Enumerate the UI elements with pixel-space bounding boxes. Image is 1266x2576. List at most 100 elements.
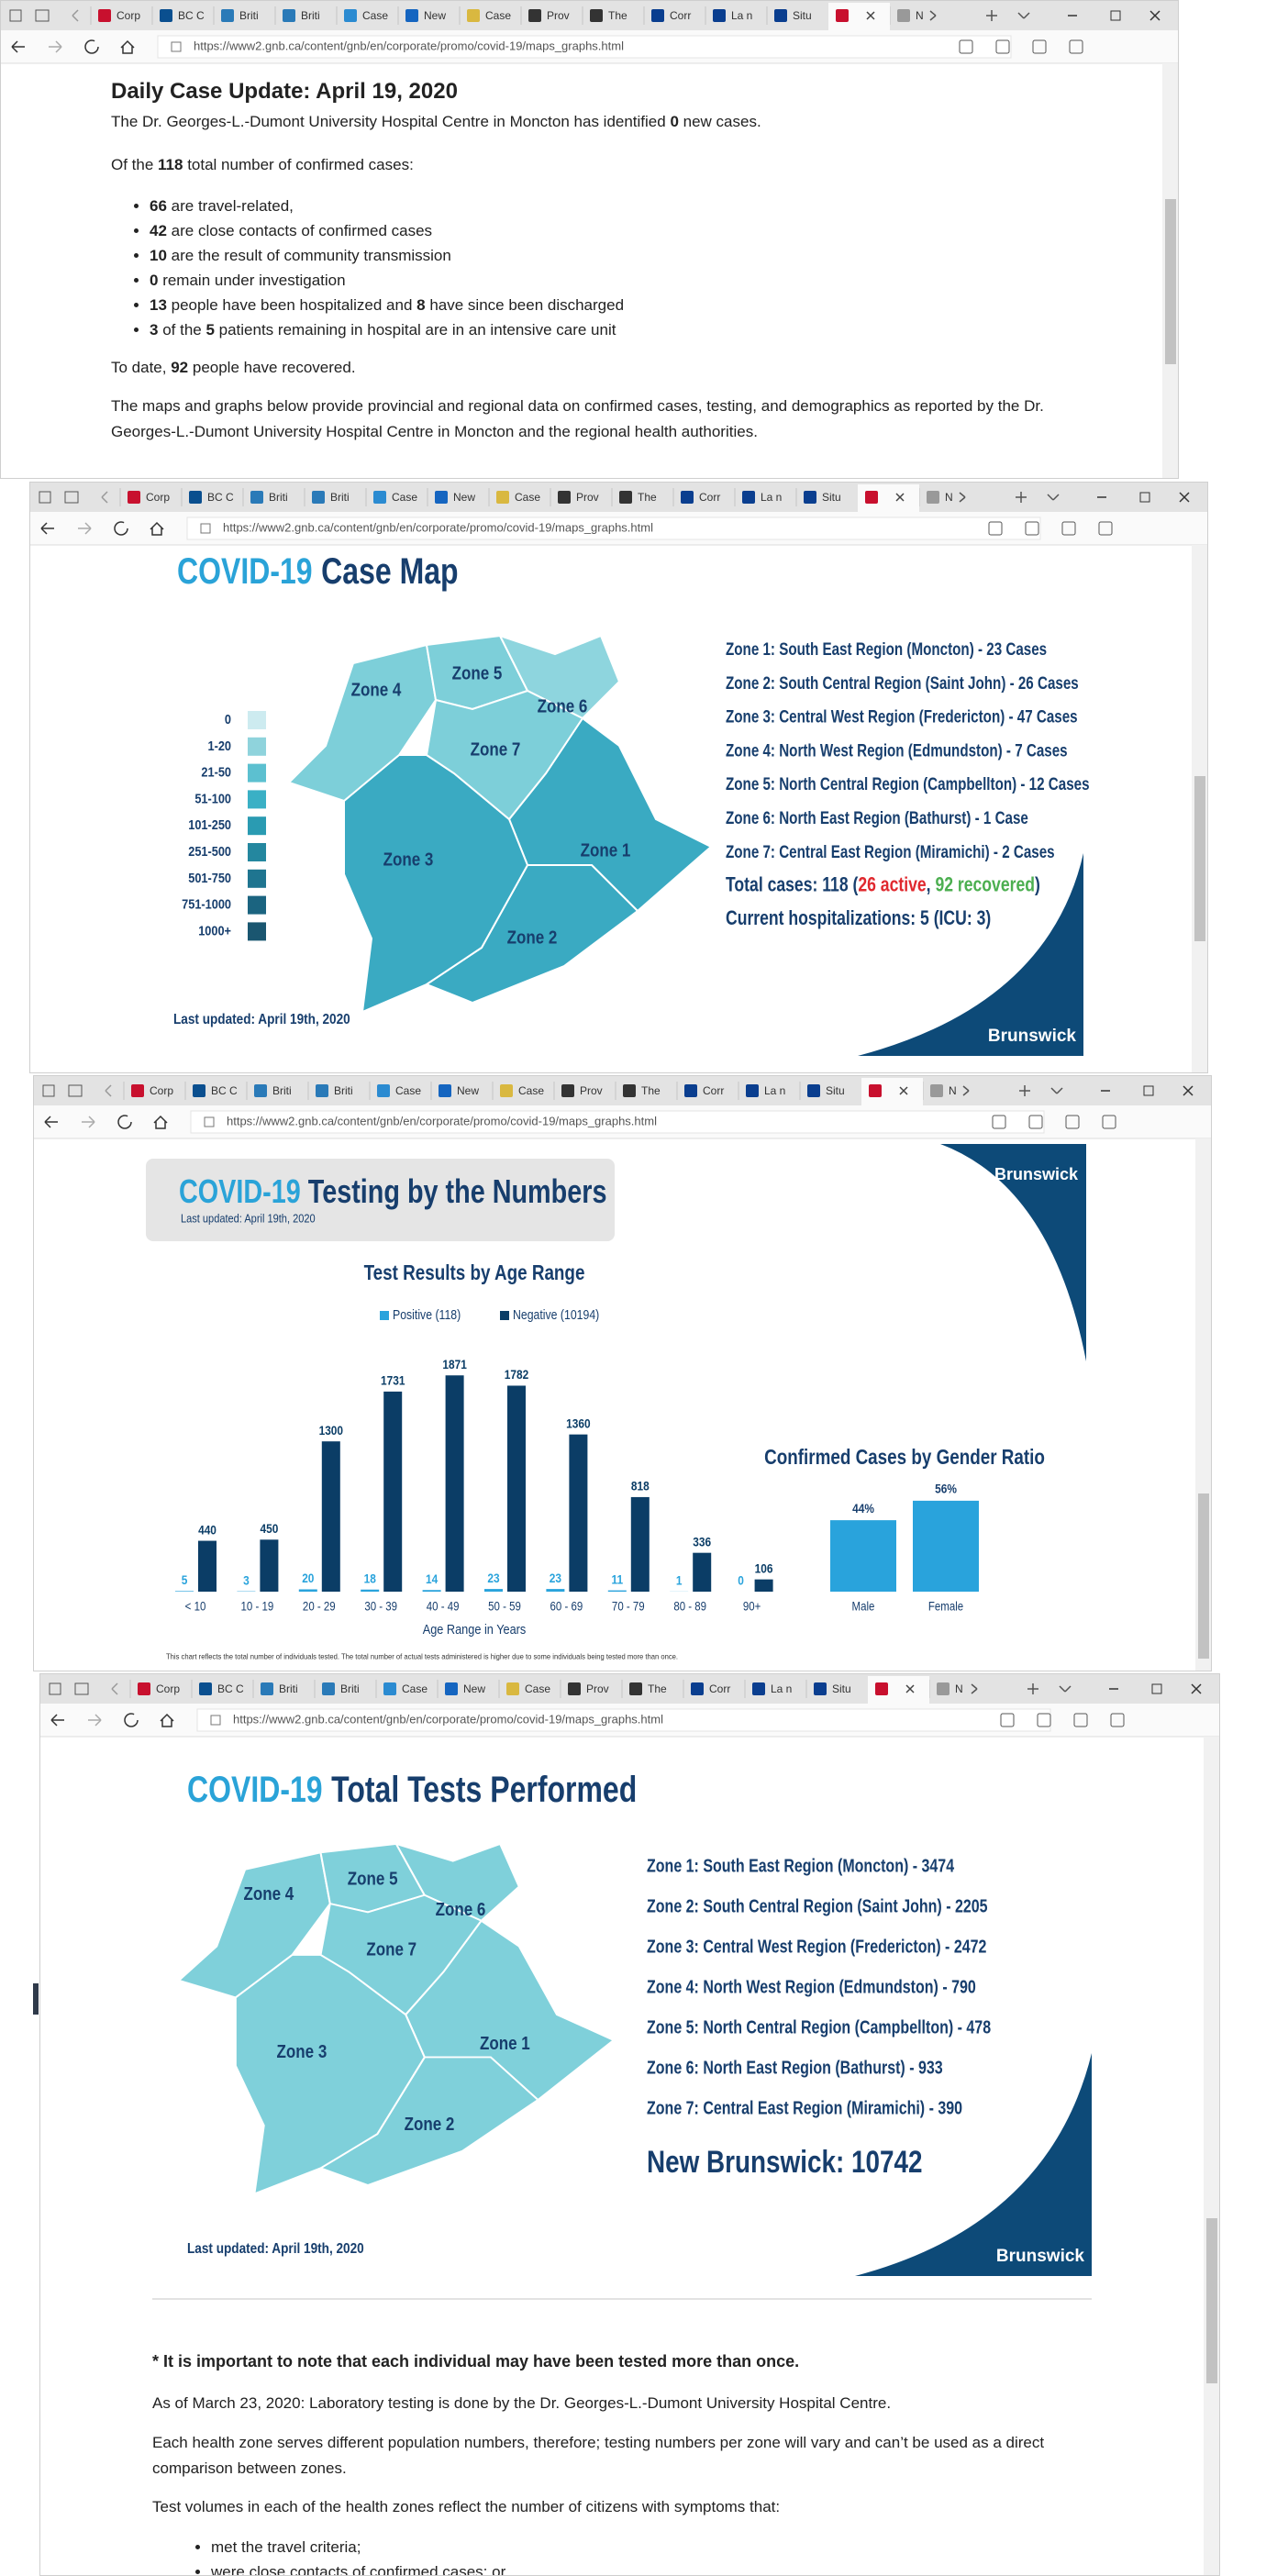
bar — [422, 1590, 441, 1592]
tab-favicon — [439, 1084, 451, 1097]
x-axis-title: Age Range in Years — [423, 1621, 527, 1637]
browser-window: Corp BC C Briti Briti Case New Case Prov The Corr… — [29, 482, 1208, 1073]
text-run: 66 — [150, 197, 167, 215]
icon-stroke — [105, 1084, 112, 1092]
paragraph: As of March 23, 2020: Laboratory testing… — [152, 2394, 892, 2412]
browser-tab[interactable]: Case — [375, 1680, 428, 1698]
browser-tab[interactable]: Corr — [672, 488, 720, 506]
zone-label: Zone 6 — [436, 1899, 486, 1920]
browser-tab[interactable]: Corp — [129, 1680, 180, 1698]
text-run: 8 — [416, 296, 426, 314]
tab-favicon — [927, 491, 939, 504]
browser-tab[interactable]: Situ — [799, 1082, 845, 1100]
zone-label: Zone 5 — [348, 1868, 398, 1889]
bar-value: 23 — [550, 1571, 561, 1585]
toolbar-icon — [988, 521, 1003, 536]
toolbar-icon — [1032, 39, 1047, 54]
tab-title: New — [463, 1682, 485, 1695]
hospitalizations: Current hospitalizations: 5 (ICU: 3) — [726, 907, 991, 929]
browser-tab[interactable]: Corp — [123, 1082, 173, 1100]
browser-tab[interactable]: New — [430, 1082, 479, 1100]
browser-tab[interactable]: La n — [738, 1082, 785, 1100]
browser-tab[interactable]: Briti — [304, 488, 350, 506]
browser-window: Corp BC C Briti Briti Case New Case Prov The Corr… — [0, 0, 1179, 479]
zone-summary: Zone 3: Central West Region (Fredericton… — [726, 706, 1078, 727]
browser-tab[interactable]: Corp — [90, 6, 140, 25]
browser-tab[interactable]: Corr — [643, 6, 691, 25]
browser-tab[interactable]: La n — [705, 6, 752, 25]
browser-tab[interactable]: The — [582, 6, 627, 25]
tab-bar — [30, 483, 1207, 512]
bar-value: 450 — [260, 1521, 278, 1536]
browser-tab[interactable]: Situ — [805, 1680, 851, 1698]
active-tab-favicon — [875, 1682, 888, 1695]
browser-tab[interactable]: The — [611, 488, 657, 506]
bar — [383, 1391, 403, 1592]
browser-tab[interactable]: Prov — [520, 6, 570, 25]
toolbar-icon — [1025, 521, 1039, 536]
text-run: patients remaining in hospital are in an… — [214, 321, 616, 339]
tab-title: La n — [764, 1084, 785, 1097]
browser-tab[interactable]: Briti — [307, 1082, 353, 1100]
icon-stroke — [94, 1719, 102, 1727]
browser-tab[interactable]: La n — [744, 1680, 792, 1698]
browser-tab[interactable]: Case — [459, 6, 511, 25]
lock-icon — [200, 523, 211, 534]
browser-tab[interactable]: Corp — [119, 488, 170, 506]
tab-title: N — [949, 1084, 957, 1097]
legend-swatch — [500, 1311, 509, 1320]
browser-tab[interactable]: Case — [488, 488, 540, 506]
tab-title: La n — [761, 491, 782, 504]
browser-tab[interactable]: New — [427, 488, 475, 506]
text-run: Testing by the Numbers — [308, 1171, 607, 1209]
browser-tab[interactable]: New — [437, 1680, 485, 1698]
browser-tab[interactable]: La n — [734, 488, 782, 506]
zone-summary: Zone 1: South East Region (Moncton) - 23… — [726, 638, 1047, 659]
icon-stroke — [88, 1121, 95, 1128]
window-canvas: Corp BC C Briti Briti Case New Case Prov The Corr… — [1, 1, 1178, 478]
maximize-icon — [1139, 492, 1150, 503]
tab-title: BC C — [207, 491, 234, 504]
browser-tab[interactable]: Briti — [213, 6, 259, 25]
browser-tab[interactable]: BC C — [191, 1680, 244, 1698]
browser-tab[interactable]: Prov — [550, 488, 599, 506]
icon-stroke — [929, 15, 937, 21]
browser-tab[interactable]: Prov — [553, 1082, 603, 1100]
browser-tab[interactable]: Briti — [274, 6, 320, 25]
tab-title: Briti — [239, 9, 259, 22]
tab-favicon — [467, 9, 480, 22]
text-run: 92 recovered — [935, 874, 1035, 896]
browser-tab[interactable]: Case — [492, 1082, 544, 1100]
icon-stroke — [55, 40, 62, 48]
browser-tab[interactable]: BC C — [181, 488, 234, 506]
browser-tab[interactable]: Case — [369, 1082, 421, 1100]
browser-tab[interactable]: Corr — [683, 1680, 730, 1698]
browser-tab[interactable]: Corr — [676, 1082, 724, 1100]
icon-stroke — [1023, 12, 1030, 19]
bar-value: 20 — [302, 1571, 314, 1585]
browser-tab[interactable]: The — [621, 1680, 667, 1698]
browser-tab[interactable]: New — [397, 6, 446, 25]
browser-tab[interactable]: Case — [365, 488, 417, 506]
browser-tab[interactable]: Situ — [795, 488, 841, 506]
browser-tab[interactable]: The — [615, 1082, 661, 1100]
bar-value: 5 — [182, 1572, 188, 1587]
browser-tab[interactable]: BC C — [184, 1082, 238, 1100]
bar-value: 1300 — [319, 1423, 343, 1438]
browser-tab[interactable]: Case — [336, 6, 388, 25]
browser-tab[interactable]: Case — [498, 1680, 550, 1698]
tab-title: Briti — [272, 1084, 292, 1097]
browser-tab[interactable]: Briti — [242, 488, 288, 506]
icon-stroke — [88, 1116, 95, 1123]
legend-label: 51-100 — [194, 790, 231, 805]
browser-tab[interactable]: BC C — [151, 6, 205, 25]
browser-tab[interactable]: Briti — [246, 1082, 292, 1100]
text-run: 0 — [150, 272, 159, 289]
text-run: 3 — [150, 321, 159, 339]
icon-stroke — [111, 1688, 118, 1695]
browser-tab[interactable]: Situ — [766, 6, 812, 25]
zone-summary: Zone 2: South Central Region (Saint John… — [647, 1896, 988, 1916]
browser-tab[interactable]: Briti — [252, 1680, 298, 1698]
browser-tab[interactable]: Briti — [314, 1680, 360, 1698]
browser-tab[interactable]: Prov — [560, 1680, 609, 1698]
